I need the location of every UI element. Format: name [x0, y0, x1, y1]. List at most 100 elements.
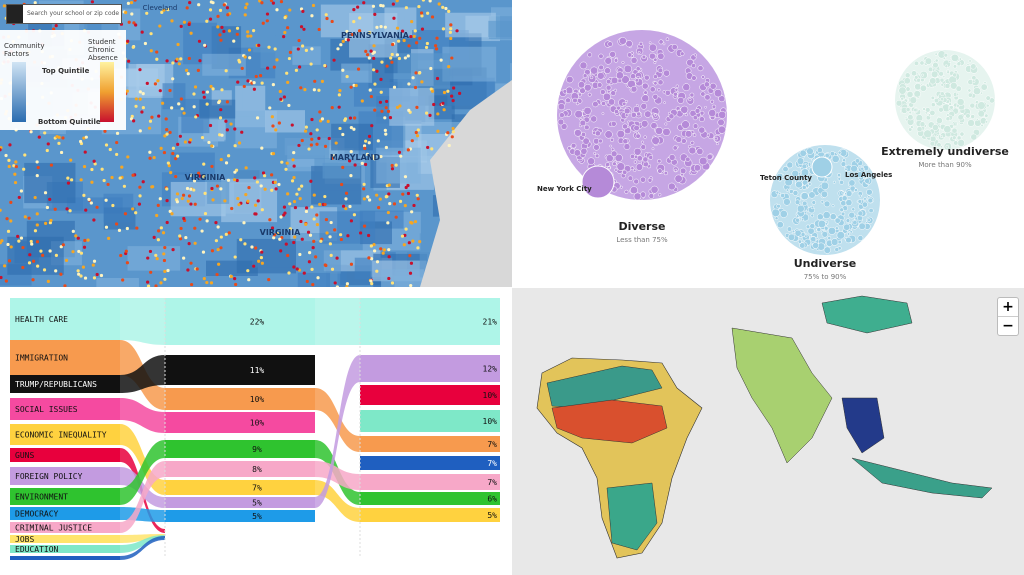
school-dot: [104, 198, 108, 202]
school-dot: [162, 258, 167, 263]
school-dot: [46, 279, 50, 283]
school-dot: [44, 221, 48, 225]
school-dot: [335, 285, 339, 287]
school-dot: [345, 29, 349, 34]
map-tile: [7, 236, 64, 275]
school-dot: [155, 50, 159, 54]
bubble: [857, 199, 862, 204]
school-dot: [329, 220, 333, 225]
school-dot: [297, 38, 301, 43]
bubble: [923, 129, 932, 139]
bubble: [635, 133, 641, 139]
school-dot: [19, 189, 23, 193]
school-dot: [373, 82, 377, 86]
right-band: [360, 436, 500, 452]
school-dot: [380, 60, 384, 64]
school-dot: [36, 165, 40, 170]
school-dot: [187, 56, 191, 61]
school-dot: [200, 229, 204, 233]
school-dot: [323, 194, 327, 199]
topic-label: SOCIAL ISSUES: [15, 405, 78, 414]
school-dot: [429, 66, 433, 71]
school-dot: [138, 68, 142, 72]
school-dot: [372, 44, 376, 48]
school-dot: [197, 3, 201, 7]
school-dot: [168, 130, 172, 135]
school-dot: [295, 192, 299, 196]
bubble: [774, 216, 779, 221]
school-dot: [254, 212, 258, 216]
school-dot: [335, 256, 339, 260]
bubble: [835, 226, 839, 231]
bubble: [861, 201, 868, 208]
bubble: [852, 220, 858, 226]
school-dot: [64, 258, 69, 262]
bubble: [692, 133, 697, 137]
school-dot: [31, 259, 36, 263]
bubble: [868, 208, 874, 214]
bubble: [957, 114, 964, 121]
search-box[interactable]: Search your school or zip code: [6, 4, 122, 24]
school-dot: [229, 274, 233, 279]
school-dot: [189, 138, 193, 142]
school-dot: [93, 162, 97, 166]
topic-band: [10, 424, 120, 445]
school-dot: [395, 105, 400, 110]
bubble: [837, 239, 842, 245]
middle-share: 7%: [252, 484, 262, 493]
school-dot: [349, 174, 353, 178]
topic-label: DEMOCRACY: [15, 510, 59, 519]
bubble: [714, 136, 718, 141]
school-dot: [418, 36, 422, 41]
bubble: [665, 37, 670, 41]
school-dot: [428, 0, 432, 3]
school-dot: [387, 255, 391, 259]
topic-label: FOREIGN POLICY: [15, 472, 83, 481]
school-dot: [14, 160, 18, 164]
school-dot: [366, 195, 370, 199]
school-dot: [37, 135, 41, 139]
bubble: [806, 147, 814, 155]
school-dot: [410, 210, 414, 214]
school-dot: [163, 134, 167, 138]
school-dot: [354, 83, 358, 88]
topic-band: [10, 298, 120, 340]
bubble: [966, 63, 970, 66]
school-dot: [430, 15, 435, 19]
bubble: [647, 177, 653, 183]
school-dot: [182, 20, 187, 24]
school-dot: [167, 164, 171, 168]
school-dot: [21, 245, 25, 250]
bubble: [786, 161, 794, 169]
bubble: [630, 166, 635, 171]
school-dot: [246, 34, 250, 38]
right-band: [360, 298, 500, 345]
school-dot: [189, 187, 193, 191]
zoom-out[interactable]: −: [1002, 318, 1014, 334]
school-dot: [407, 108, 411, 112]
bubble: [582, 73, 588, 79]
school-dot: [379, 247, 383, 251]
bubble: [642, 161, 649, 168]
school-dot: [170, 212, 174, 216]
school-dot: [432, 102, 436, 107]
school-dot: [219, 235, 223, 239]
school-dot: [418, 240, 422, 244]
school-dot: [391, 42, 395, 47]
school-dot: [220, 25, 224, 30]
school-dot: [428, 113, 432, 117]
school-dot: [79, 178, 83, 182]
school-dot: [441, 101, 445, 105]
school-dot: [279, 97, 283, 101]
bubble: [570, 142, 577, 149]
school-dot: [49, 218, 53, 223]
school-dot: [257, 43, 261, 47]
bubble: [841, 191, 845, 195]
bubble: [795, 180, 803, 189]
zoom-in[interactable]: +: [998, 298, 1018, 317]
right-band: [360, 355, 500, 382]
school-dot: [203, 211, 208, 216]
bubble: [633, 168, 637, 172]
school-dot: [352, 213, 357, 217]
right-band: [360, 410, 500, 432]
